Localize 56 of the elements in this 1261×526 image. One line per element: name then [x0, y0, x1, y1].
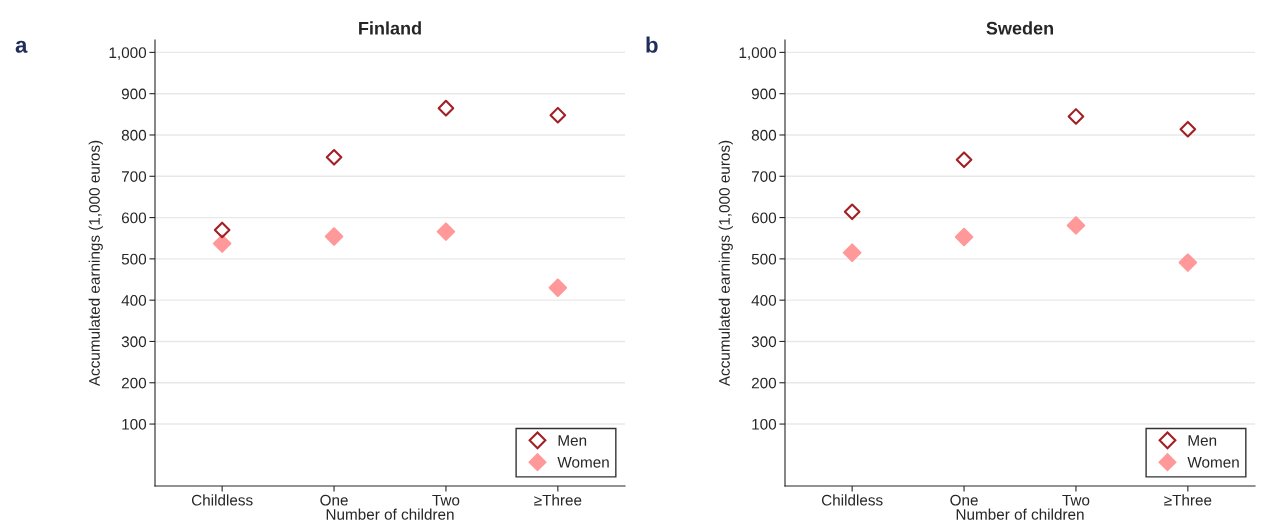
y-tick-label: 1,000 — [739, 47, 777, 60]
legend-label: Men — [1188, 435, 1217, 446]
chart-title: Finland — [359, 21, 421, 35]
x-tick-label: One — [320, 494, 348, 506]
point — [325, 148, 343, 166]
point — [843, 203, 861, 221]
point — [954, 227, 974, 247]
y-tick-label: 600 — [751, 212, 777, 224]
point — [436, 222, 456, 241]
point — [842, 243, 862, 262]
y-tick-label: 800 — [751, 129, 777, 141]
point — [1178, 253, 1198, 272]
y-tick-label: 300 — [121, 336, 147, 348]
y-tick-label: 700 — [121, 171, 147, 182]
chart-title: Sweden — [986, 21, 1053, 35]
x-tick-label: Childless — [821, 494, 883, 506]
y-tick-label: 200 — [751, 377, 777, 389]
y-axis-title: Accumulated earnings (1,000 euros) — [718, 140, 733, 387]
text: a — [15, 40, 28, 53]
y-tick-label: 1,000 — [109, 47, 147, 60]
point — [1066, 216, 1086, 235]
point — [212, 234, 232, 253]
x-tick-label: ≥Three — [534, 494, 582, 506]
x-tick-label: One — [950, 494, 978, 506]
point — [955, 151, 973, 169]
y-tick-label: 200 — [121, 377, 147, 389]
point — [1179, 120, 1197, 138]
y-tick-label: 100 — [752, 418, 777, 430]
y-tick-label: 700 — [751, 171, 777, 182]
x-tick-label: ≥Three — [1164, 494, 1212, 506]
y-tick-label: 100 — [122, 418, 147, 430]
text: b — [646, 36, 658, 53]
point — [548, 278, 568, 298]
x-axis-title: Number of children — [326, 508, 454, 520]
x-tick-label: Two — [432, 494, 460, 506]
legend-label: Men — [558, 435, 587, 446]
y-tick-label: 800 — [121, 129, 147, 141]
y-tick-label: 400 — [121, 295, 147, 306]
point — [324, 227, 344, 246]
x-tick-label: Childless — [191, 494, 253, 506]
point — [437, 99, 455, 117]
y-tick-label: 300 — [751, 336, 777, 348]
y-tick-label: 500 — [751, 253, 777, 265]
legend-label: Women — [557, 457, 609, 468]
point — [1067, 108, 1085, 125]
y-axis-title: Accumulated earnings (1,000 euros) — [88, 140, 103, 387]
x-tick-label: Two — [1062, 494, 1090, 506]
legend-label: Women — [1187, 457, 1239, 468]
x-axis-title: Number of children — [956, 508, 1084, 520]
y-tick-label: 900 — [751, 88, 777, 100]
point — [213, 221, 231, 239]
y-tick-label: 500 — [121, 253, 147, 265]
point — [549, 106, 567, 124]
y-tick-label: 400 — [751, 295, 777, 306]
y-tick-label: 900 — [121, 88, 147, 100]
y-tick-label: 600 — [121, 212, 147, 224]
